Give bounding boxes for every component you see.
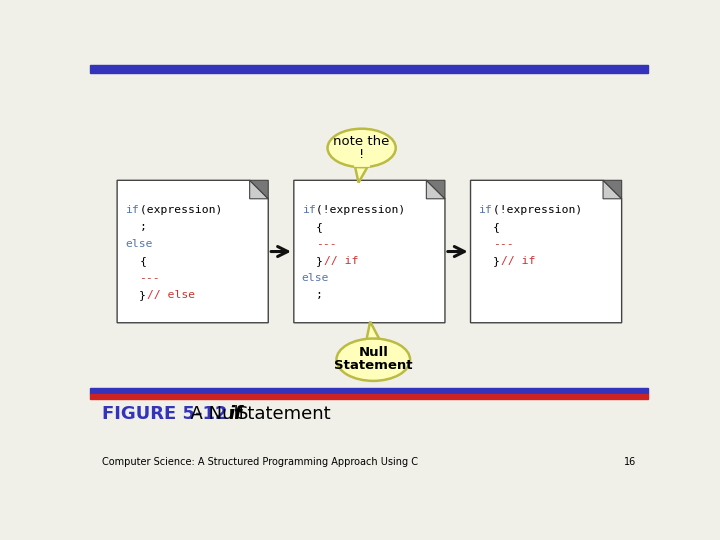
- Text: // if: // if: [500, 256, 535, 266]
- Bar: [90, 388, 648, 394]
- Polygon shape: [250, 180, 269, 199]
- Ellipse shape: [336, 339, 410, 381]
- Text: 16: 16: [624, 457, 636, 467]
- Ellipse shape: [328, 129, 396, 167]
- Text: {: {: [316, 222, 323, 232]
- Text: if: if: [229, 405, 243, 423]
- Polygon shape: [250, 180, 269, 199]
- Bar: [90, 394, 648, 399]
- Text: FIGURE 5-12: FIGURE 5-12: [102, 405, 227, 423]
- Text: // else: // else: [147, 289, 195, 300]
- Text: else: else: [125, 239, 153, 249]
- Text: (!expression): (!expression): [486, 205, 582, 215]
- Bar: [90, 65, 648, 72]
- Text: }: }: [492, 256, 506, 266]
- Text: }: }: [316, 256, 330, 266]
- Polygon shape: [603, 180, 621, 199]
- Text: Null: Null: [359, 346, 388, 359]
- Text: {: {: [139, 256, 146, 266]
- Text: ;: ;: [316, 289, 323, 300]
- Polygon shape: [471, 180, 621, 323]
- Text: !: !: [359, 147, 364, 160]
- Text: }: }: [139, 289, 153, 300]
- Text: {: {: [492, 222, 500, 232]
- Polygon shape: [355, 165, 369, 183]
- Polygon shape: [294, 180, 445, 323]
- Polygon shape: [426, 180, 445, 199]
- Text: A Null: A Null: [179, 405, 250, 423]
- Text: ---: ---: [316, 239, 337, 249]
- Polygon shape: [117, 180, 269, 323]
- Text: Statement: Statement: [238, 405, 332, 423]
- Text: (expression): (expression): [132, 205, 222, 215]
- Text: // if: // if: [324, 256, 359, 266]
- Polygon shape: [426, 180, 445, 199]
- Text: (!expression): (!expression): [310, 205, 405, 215]
- Text: ;: ;: [139, 222, 146, 232]
- Text: ---: ---: [139, 273, 160, 283]
- Text: if: if: [478, 205, 492, 215]
- Polygon shape: [366, 322, 380, 341]
- Polygon shape: [603, 180, 621, 199]
- Text: Statement: Statement: [334, 360, 413, 373]
- Text: note the: note the: [333, 134, 390, 147]
- Text: if: if: [125, 205, 139, 215]
- Text: ---: ---: [492, 239, 513, 249]
- Text: else: else: [302, 273, 329, 283]
- Text: if: if: [302, 205, 315, 215]
- Text: Computer Science: A Structured Programming Approach Using C: Computer Science: A Structured Programmi…: [102, 457, 418, 467]
